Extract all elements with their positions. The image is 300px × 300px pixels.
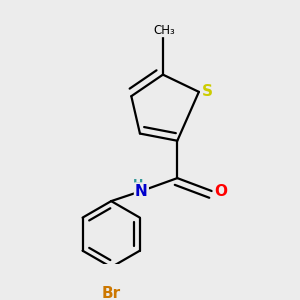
Text: H: H [133, 178, 144, 191]
Text: CH₃: CH₃ [154, 24, 175, 37]
Text: N: N [135, 184, 148, 199]
Text: Br: Br [102, 286, 121, 300]
Text: S: S [202, 84, 213, 99]
Text: O: O [214, 184, 227, 199]
